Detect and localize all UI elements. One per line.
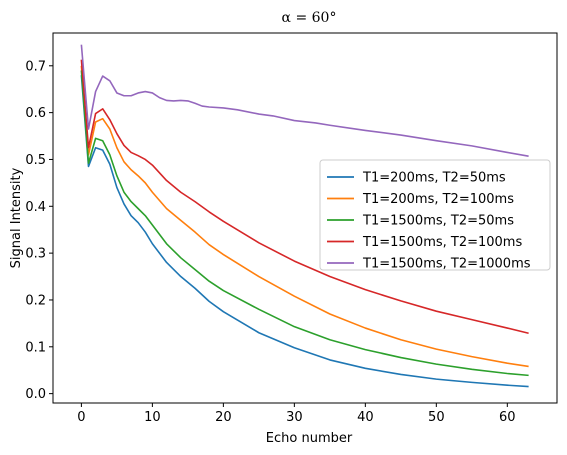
x-tick-label: 30 xyxy=(286,410,303,425)
y-tick-label: 0.4 xyxy=(25,200,46,215)
y-tick-label: 0.3 xyxy=(25,247,46,262)
x-tick-label: 20 xyxy=(215,410,232,425)
x-tick-label: 0 xyxy=(77,410,85,425)
series-lines xyxy=(80,44,529,388)
y-tick-label: 0.6 xyxy=(25,106,46,121)
series-line-2 xyxy=(80,65,529,368)
series-line-4 xyxy=(80,59,529,334)
x-tick-label: 60 xyxy=(499,410,516,425)
x-axis-label: Echo number xyxy=(266,431,353,446)
y-tick-label: 0.7 xyxy=(25,59,46,74)
legend-label-5: T1=1500ms, T2=1000ms xyxy=(362,257,531,272)
series-line-5 xyxy=(80,44,529,157)
y-tick-label: 0.0 xyxy=(25,387,46,402)
legend-label-1: T1=200ms, T2=50ms xyxy=(362,171,506,186)
legend-label-4: T1=1500ms, T2=100ms xyxy=(362,235,522,250)
chart-title: α = 60° xyxy=(282,10,337,26)
x-axis-ticks: 0 10 20 30 40 50 60 xyxy=(77,403,516,425)
plot-area xyxy=(52,32,558,404)
legend-label-3: T1=1500ms, T2=50ms xyxy=(362,214,514,229)
series-line-1 xyxy=(80,75,529,388)
x-tick-label: 10 xyxy=(144,410,161,425)
x-tick-label: 50 xyxy=(428,410,445,425)
legend-box xyxy=(319,159,551,271)
y-tick-label: 0.2 xyxy=(25,293,46,308)
y-tick-label: 0.1 xyxy=(25,340,46,355)
y-tick-label: 0.5 xyxy=(25,153,46,168)
legend: T1=200ms, T2=50ms T1=200ms, T2=100ms T1=15… xyxy=(319,159,551,272)
x-tick-label: 40 xyxy=(357,410,374,425)
y-axis-label: Signal Intensity xyxy=(9,167,24,268)
legend-label-2: T1=200ms, T2=100ms xyxy=(362,192,514,207)
series-line-3 xyxy=(80,70,529,377)
y-axis-ticks: 0.0 0.1 0.2 0.3 0.4 0.5 0.6 0.7 xyxy=(25,59,53,402)
